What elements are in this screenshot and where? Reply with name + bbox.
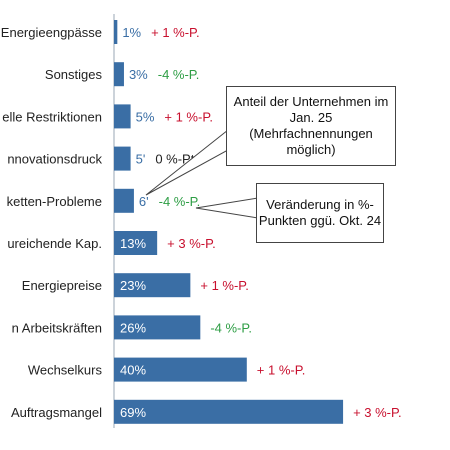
change-label: + 1 %-P. (257, 363, 306, 378)
share-callout-text: Anteil der Unternehmen im Jan. 25 (Mehrf… (233, 94, 389, 157)
bar (114, 20, 118, 44)
value-label: 13% (120, 236, 146, 251)
category-labels: Energieengpässe Sonstiges elle Restriktion… (1, 25, 103, 420)
change-label: + 1 %-P. (151, 25, 200, 40)
value-label: 5% (136, 109, 155, 124)
value-label: 23% (120, 278, 146, 293)
value-label: 3% (129, 67, 148, 82)
change-label: + 3 %-P. (167, 236, 216, 251)
change-label: -4 %-P. (159, 194, 201, 209)
bar (114, 399, 344, 424)
bar (114, 357, 247, 382)
bar (114, 273, 191, 298)
category-label: Auftragsmangel (11, 405, 102, 420)
change-callout-text: Veränderung in %-Punkten ggü. Okt. 24 (258, 197, 382, 228)
change-label: + 1 %-P. (164, 109, 213, 124)
bars (114, 20, 344, 424)
category-label: Sonstiges (45, 67, 103, 82)
bar (114, 188, 134, 213)
value-labels: 1% 3% 5% 5' 6' 13% 23% 26% 40% 69% (120, 25, 155, 420)
value-label: 26% (120, 320, 146, 335)
bar (114, 146, 131, 171)
change-callout-pointer (195, 197, 259, 219)
change-labels: + 1 %-P.-4 %-P.+ 1 %-P.0 %-Pt.-4 %-P.+ 3… (151, 25, 402, 420)
share-callout: Anteil der Unternehmen im Jan. 25 (Mehrf… (226, 86, 396, 166)
bar (114, 315, 201, 340)
category-label: n Arbeitskräften (12, 320, 102, 335)
value-label: 1% (122, 25, 141, 40)
value-label: 40% (120, 363, 146, 378)
value-label: 6' (139, 194, 149, 209)
category-label: Wechselkurs (28, 363, 103, 378)
category-label: elle Restriktionen (2, 109, 102, 124)
category-label: ketten-Probleme (7, 194, 102, 209)
bar (114, 104, 131, 129)
change-label: + 1 %-P. (200, 278, 249, 293)
category-label: Energiepreise (22, 278, 102, 293)
category-label: ureichende Kap. (7, 236, 102, 251)
category-label: nnovationsdruck (7, 152, 102, 167)
value-label: 69% (120, 405, 146, 420)
change-label: -4 %-P. (210, 320, 252, 335)
change-label: + 3 %-P. (353, 405, 402, 420)
change-label: -4 %-P. (158, 67, 200, 82)
category-label: Energieengpässe (1, 25, 102, 40)
change-callout: Veränderung in %-Punkten ggü. Okt. 24 (256, 183, 384, 243)
value-label: 5' (136, 152, 146, 167)
bar (114, 62, 124, 87)
bar (114, 231, 158, 255)
